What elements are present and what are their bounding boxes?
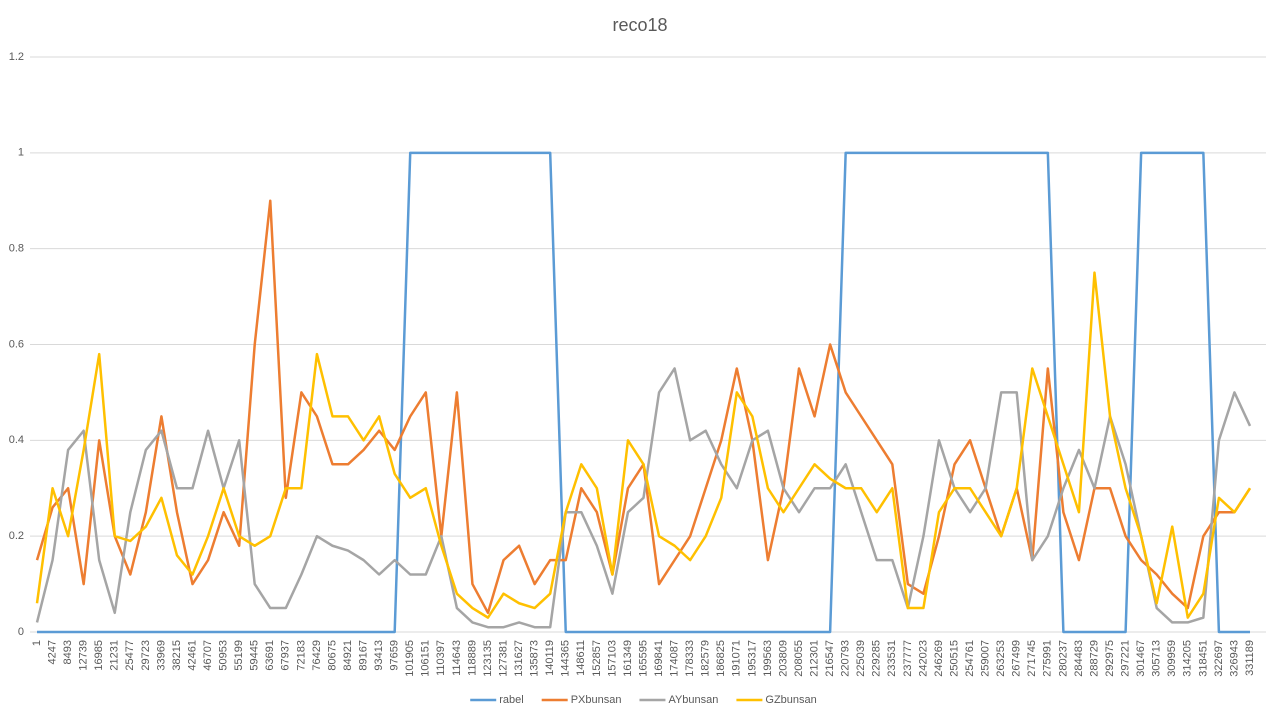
x-tick-label: 135873 xyxy=(529,640,541,677)
x-tick-label: 12739 xyxy=(78,640,90,671)
x-tick-label: 59445 xyxy=(249,640,261,671)
legend-label: AYbunsan xyxy=(668,694,718,706)
x-tick-label: 97659 xyxy=(389,640,401,671)
x-tick-label: 33969 xyxy=(155,640,167,671)
x-tick-label: 152857 xyxy=(591,640,603,677)
x-tick-label: 84921 xyxy=(342,640,354,671)
x-tick-label: 93413 xyxy=(373,640,385,671)
x-tick-label: 199563 xyxy=(762,640,774,677)
series-line xyxy=(35,271,1252,619)
x-tick-label: 21231 xyxy=(109,640,121,671)
x-tick-label: 55199 xyxy=(233,640,245,671)
x-tick-label: 314205 xyxy=(1182,640,1194,677)
x-tick-label: 148611 xyxy=(575,640,587,676)
series-line xyxy=(35,199,1252,615)
x-tick-label: 25477 xyxy=(124,640,136,671)
x-tick-label: 195317 xyxy=(746,640,758,677)
x-tick-label: 259007 xyxy=(980,640,992,677)
x-tick-label: 123135 xyxy=(482,640,494,677)
x-tick-label: 220793 xyxy=(840,640,852,677)
x-tick-label: 250515 xyxy=(948,640,960,677)
x-tick-label: 169841 xyxy=(653,640,665,677)
x-tick-label: 157103 xyxy=(606,640,618,677)
x-tick-label: 178333 xyxy=(684,640,696,677)
x-tick-label: 165595 xyxy=(637,640,649,677)
x-tick-label: 229285 xyxy=(871,640,883,677)
x-tick-label: 161349 xyxy=(622,640,634,677)
x-tick-label: 254761 xyxy=(964,640,976,677)
x-tick-label: 237777 xyxy=(902,640,914,677)
x-tick-label: 4247 xyxy=(46,640,58,664)
x-tick-label: 80675 xyxy=(326,640,338,671)
series-line xyxy=(35,367,1252,629)
x-tick-label: 309959 xyxy=(1166,640,1178,677)
x-tick-label: 186825 xyxy=(715,640,727,677)
chart-title: reco18 xyxy=(612,15,667,35)
x-tick-label: 322697 xyxy=(1213,640,1225,677)
y-tick-label: 0 xyxy=(18,626,24,638)
x-tick-label: 46707 xyxy=(202,640,214,671)
x-tick-label: 275991 xyxy=(1042,640,1054,677)
legend-label: rabel xyxy=(499,694,523,706)
x-tick-label: 305713 xyxy=(1151,640,1163,677)
y-tick-label: 1.2 xyxy=(9,51,24,63)
x-tick-label: 106151 xyxy=(420,640,432,677)
y-tick-label: 0.8 xyxy=(9,243,24,255)
x-tick-label: 29723 xyxy=(140,640,152,671)
x-tick-label: 8493 xyxy=(62,640,74,664)
x-tick-label: 67937 xyxy=(280,640,292,671)
y-tick-label: 1 xyxy=(18,147,24,159)
x-tick-label: 118889 xyxy=(466,640,478,676)
x-tick-label: 326943 xyxy=(1228,640,1240,677)
x-tick-label: 50953 xyxy=(218,640,230,671)
x-tick-label: 301467 xyxy=(1135,640,1147,677)
x-tick-label: 318451 xyxy=(1197,640,1209,677)
x-tick-label: 246269 xyxy=(933,640,945,677)
x-tick-label: 42461 xyxy=(186,640,198,671)
y-tick-label: 0.4 xyxy=(9,434,24,446)
x-tick-label: 263253 xyxy=(995,640,1007,677)
x-tick-label: 16985 xyxy=(93,640,105,671)
x-tick-label: 288729 xyxy=(1088,640,1100,677)
x-tick-label: 267499 xyxy=(1011,640,1023,677)
x-tick-label: 89167 xyxy=(357,640,369,671)
x-tick-label: 284483 xyxy=(1073,640,1085,677)
series-line xyxy=(37,151,1250,634)
x-tick-label: 101905 xyxy=(404,640,416,677)
legend-label: PXbunsan xyxy=(571,694,622,706)
x-tick-label: 212301 xyxy=(808,640,820,677)
x-tick-label: 182579 xyxy=(700,640,712,677)
x-tick-label: 242023 xyxy=(917,640,929,677)
x-tick-label: 110397 xyxy=(435,640,447,676)
x-tick-label: 114643 xyxy=(451,640,463,676)
x-tick-label: 174087 xyxy=(669,640,681,677)
x-tick-label: 216547 xyxy=(824,640,836,677)
x-tick-label: 292975 xyxy=(1104,640,1116,677)
x-tick-label: 72183 xyxy=(295,640,307,671)
y-tick-label: 0.2 xyxy=(9,530,24,542)
x-tick-label: 63691 xyxy=(264,640,276,671)
x-tick-label: 144365 xyxy=(560,640,572,677)
x-tick-label: 203809 xyxy=(777,640,789,677)
x-tick-label: 331189 xyxy=(1244,640,1256,676)
x-tick-label: 225039 xyxy=(855,640,867,677)
x-tick-label: 131627 xyxy=(513,640,525,677)
x-tick-label: 271745 xyxy=(1026,640,1038,677)
legend: rabel PXbunsan AYbunsan GZbunsan xyxy=(470,694,817,706)
legend-label: GZbunsan xyxy=(765,694,816,706)
x-tick-label: 1 xyxy=(31,640,43,646)
x-tick-label: 38215 xyxy=(171,640,183,671)
x-tick-label: 297221 xyxy=(1119,640,1131,677)
x-tick-label: 191071 xyxy=(731,640,743,677)
x-tick-label: 76429 xyxy=(311,640,323,671)
x-tick-label: 233531 xyxy=(886,640,898,677)
x-tick-label: 208055 xyxy=(793,640,805,677)
x-tick-label: 127381 xyxy=(497,640,509,677)
y-tick-label: 0.6 xyxy=(9,338,24,350)
x-tick-label: 140119 xyxy=(544,640,556,676)
x-tick-label: 280237 xyxy=(1057,640,1069,677)
